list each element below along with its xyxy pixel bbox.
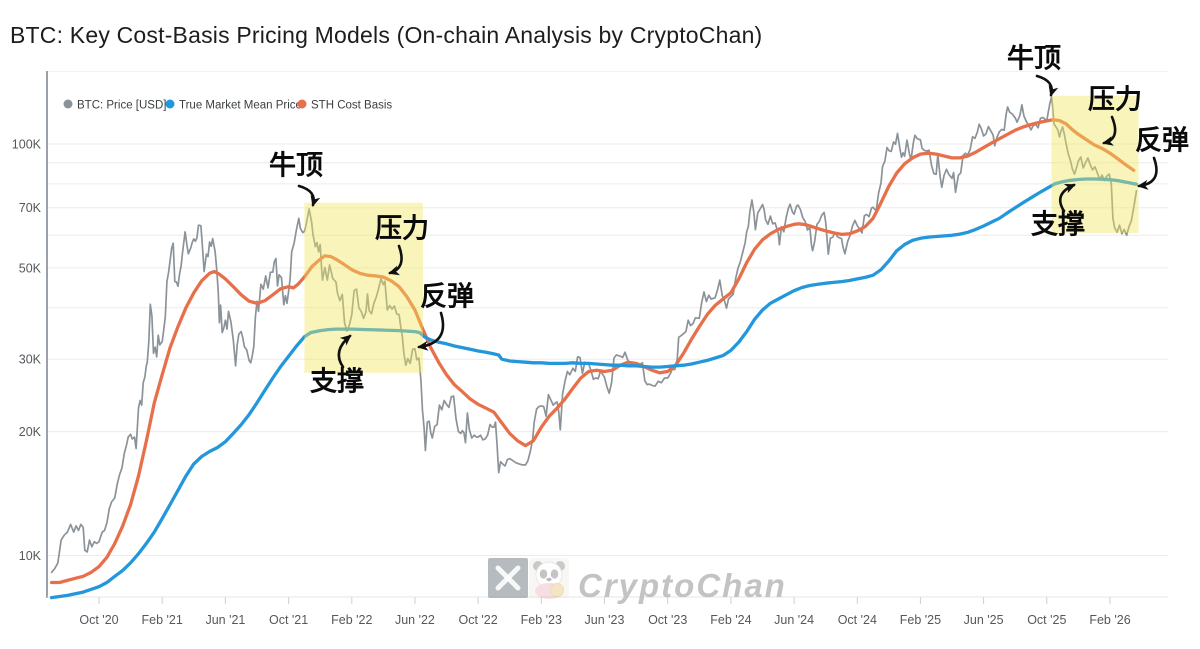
x-axis-label: Oct '24 xyxy=(838,613,877,627)
x-logo-stroke xyxy=(495,565,521,591)
bitcoin-coin xyxy=(550,583,564,597)
panda-ear xyxy=(533,561,543,571)
annotation-arrow xyxy=(417,311,445,351)
x-axis-label: Jun '24 xyxy=(774,613,814,627)
watermark-text: CryptoChan xyxy=(578,567,787,604)
y-axis-label: 20K xyxy=(19,425,42,439)
x-axis-label: Oct '22 xyxy=(458,613,497,627)
true-market-mean-line xyxy=(49,177,1139,600)
annotation-label: 支撑 xyxy=(310,367,364,398)
panda-face xyxy=(535,561,563,589)
btc-price-line xyxy=(50,96,1138,574)
panda-avatar xyxy=(529,558,569,599)
annotation-label: 支撑 xyxy=(1031,210,1085,241)
gridlines xyxy=(47,71,1168,556)
annotation-bull-top: 牛顶 xyxy=(269,151,323,207)
x-axis-label: Jun '25 xyxy=(964,613,1004,627)
legend-item-label: STH Cost Basis xyxy=(311,100,392,112)
y-axis-label: 30K xyxy=(19,353,42,367)
x-axis-label: Oct '23 xyxy=(648,613,687,627)
annotation-rebound: 反弹 xyxy=(417,282,474,351)
x-axis-label: Oct '25 xyxy=(1027,613,1066,627)
y-axis-label: 50K xyxy=(19,261,42,275)
x-axis-label: Jun '21 xyxy=(205,613,245,627)
sth-cost-basis-line xyxy=(49,118,1136,585)
annotation-resistance: 压力 xyxy=(1088,85,1142,146)
highlight-region xyxy=(304,202,423,373)
annotation-support: 支撑 xyxy=(310,334,364,398)
y-axis-label: 10K xyxy=(19,549,42,563)
legend: BTC: Price [USD] True Market Mean Price ST… xyxy=(63,99,393,112)
watermark: CryptoChan xyxy=(488,558,787,604)
highlight-regions xyxy=(304,95,1139,373)
annotation-arrow xyxy=(1058,183,1076,213)
x-axis-label: Jun '23 xyxy=(585,613,625,627)
legend-item-label: BTC: Price [USD] xyxy=(77,100,166,112)
legend-item-label: True Market Mean Price xyxy=(179,100,302,112)
panda-avatar-bg xyxy=(529,558,569,598)
legend-item-sth-cost-basis[interactable]: STH Cost Basis xyxy=(297,99,393,112)
series-lines xyxy=(49,96,1139,600)
legend-dot xyxy=(165,99,175,109)
x-axis-label: Feb '24 xyxy=(710,613,751,627)
x-axis-label: Feb '21 xyxy=(142,613,183,627)
annotation-bull-top: 牛顶 xyxy=(1007,44,1061,97)
annotation-rebound: 反弹 xyxy=(1135,126,1189,190)
panda-nose xyxy=(546,577,552,582)
x-axis-label: Jun '22 xyxy=(395,613,435,627)
legend-dot xyxy=(297,99,307,109)
legend-dot xyxy=(63,99,73,109)
panda-eye xyxy=(550,569,559,579)
legend-item-true-market-mean[interactable]: True Market Mean Price xyxy=(165,99,302,112)
legend-item-btc-price[interactable]: BTC: Price [USD] xyxy=(63,99,167,112)
annotation-label: 反弹 xyxy=(1135,126,1189,157)
annotation-arrow xyxy=(1137,156,1158,190)
y-axis-label: 70K xyxy=(19,201,42,215)
annotation-arrow xyxy=(388,244,403,276)
panda-ear xyxy=(555,561,565,571)
annotation-arrow xyxy=(1102,115,1117,146)
panda-body xyxy=(535,583,563,599)
annotation-label: 牛顶 xyxy=(1007,44,1061,75)
x-axis-label: Feb '26 xyxy=(1089,613,1130,627)
highlight-region xyxy=(1051,95,1139,233)
panda-eye xyxy=(539,569,548,579)
annotation-support: 支撑 xyxy=(1031,183,1085,241)
page-title: BTC: Key Cost-Basis Pricing Models (On-c… xyxy=(10,22,763,48)
annotation-label: 压力 xyxy=(375,214,429,245)
x-axis-label: Oct '21 xyxy=(269,613,308,627)
annotation-label: 反弹 xyxy=(420,282,474,313)
x-axis-label: Feb '25 xyxy=(900,613,941,627)
x-axis-label: Oct '20 xyxy=(79,613,118,627)
x-axis-label: Feb '22 xyxy=(331,613,372,627)
annotation-arrow xyxy=(1035,74,1059,97)
annotation-label: 牛顶 xyxy=(269,151,323,182)
y-axis-label: 100K xyxy=(12,138,42,152)
annotation-label: 压力 xyxy=(1088,85,1142,116)
axes: 100K 70K 50K 30K 20K 10K Oct '20 Feb '21 Jun '21… xyxy=(12,71,1168,627)
x-axis-label: Feb '23 xyxy=(521,613,562,627)
annotation-arrow xyxy=(297,184,321,207)
annotation-resistance: 压力 xyxy=(375,214,429,276)
annotation-arrow xyxy=(337,334,352,369)
